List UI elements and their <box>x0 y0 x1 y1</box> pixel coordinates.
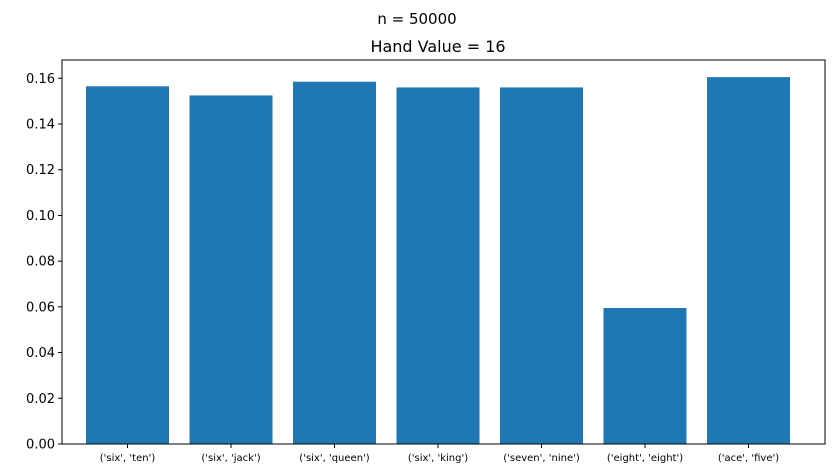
y-tick-label: 0.00 <box>26 438 55 453</box>
bar <box>500 87 583 444</box>
x-tick-label: ('six', 'ten') <box>100 453 156 464</box>
x-axis: ('six', 'ten') ('six', 'jack') ('six', 'qu… <box>100 444 779 464</box>
y-axis: 0.00 0.02 0.04 0.06 0.08 0.10 0.12 0.14 0.16 <box>26 72 62 453</box>
bar <box>293 81 376 444</box>
y-tick-label: 0.02 <box>26 392 55 407</box>
y-tick-label: 0.10 <box>26 209 55 224</box>
bar <box>396 87 480 444</box>
figure-suptitle: n = 50000 <box>377 10 456 28</box>
y-tick-label: 0.04 <box>26 346 55 361</box>
chart-title: Hand Value = 16 <box>370 37 505 56</box>
bar <box>707 77 790 445</box>
x-tick-label: ('eight', 'eight') <box>607 453 683 464</box>
x-tick-label: ('ace', 'five') <box>718 453 779 464</box>
x-tick-label: ('six', 'king') <box>408 453 468 464</box>
x-tick-label: ('seven', 'nine') <box>503 453 580 464</box>
y-tick-label: 0.08 <box>26 255 55 270</box>
y-tick-label: 0.14 <box>26 118 55 133</box>
y-tick-label: 0.06 <box>26 300 55 315</box>
x-tick-label: ('six', 'queen') <box>299 453 369 464</box>
bar <box>189 95 273 444</box>
y-tick-label: 0.16 <box>26 72 55 87</box>
x-tick-label: ('six', 'jack') <box>201 453 260 464</box>
bar <box>603 308 687 444</box>
bar <box>86 86 169 445</box>
y-tick-label: 0.12 <box>26 163 55 178</box>
bars <box>86 77 790 445</box>
plot-frame <box>61 59 826 445</box>
